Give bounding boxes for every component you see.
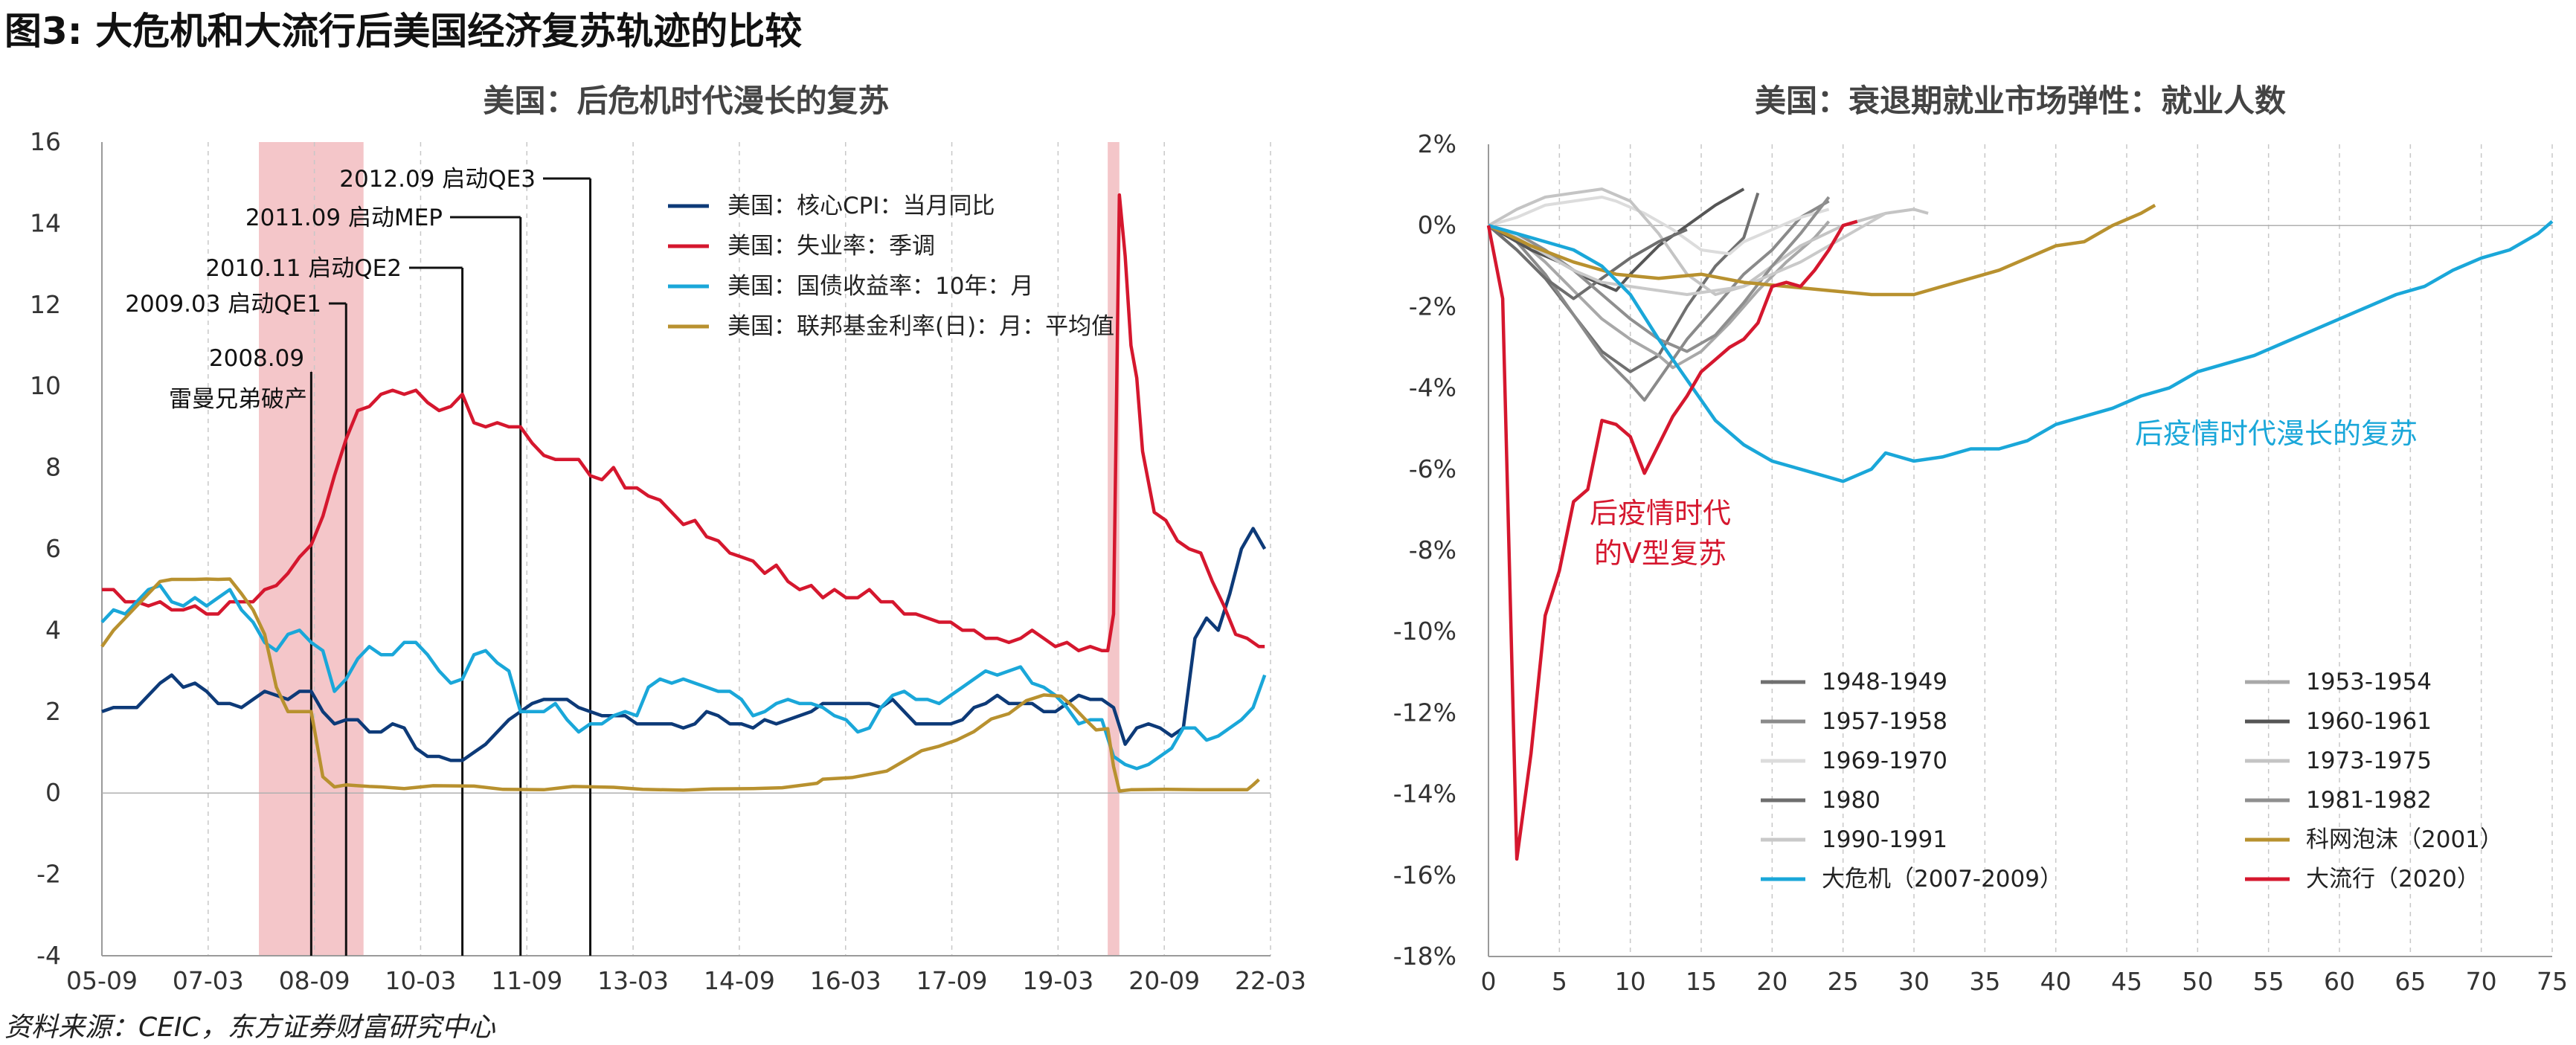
annotation-label: 2008.09 bbox=[209, 345, 304, 372]
annotation-label: 2010.11 启动QE2 bbox=[205, 255, 402, 282]
x-tick-label: 45 bbox=[2111, 967, 2142, 996]
x-tick-label: 75 bbox=[2537, 967, 2568, 996]
series-line bbox=[1487, 224, 1688, 300]
y-tick-label: -6% bbox=[1409, 454, 1456, 483]
y-tick-label: -12% bbox=[1393, 698, 1456, 727]
legend-label: 大流行（2020） bbox=[2306, 866, 2480, 893]
series-line bbox=[1488, 203, 2156, 297]
series-line bbox=[1488, 196, 1830, 256]
legend-label: 1953-1954 bbox=[2306, 669, 2432, 695]
y-tick-label: 16 bbox=[30, 127, 61, 156]
annotation-label: 2009.03 启动QE1 bbox=[125, 291, 321, 318]
x-tick-label: 30 bbox=[1898, 967, 1930, 996]
right-chart-title: 美国：衰退期就业市场弹性：就业人数 bbox=[1755, 83, 2286, 119]
x-tick-label: 19-03 bbox=[1022, 966, 1093, 995]
left-chart-title: 美国：后危机时代漫长的复苏 bbox=[483, 83, 889, 119]
annotation-label: 雷曼兄弟破产 bbox=[169, 386, 307, 413]
legend-label: 1969-1970 bbox=[1822, 747, 1947, 774]
y-tick-label: 10 bbox=[30, 371, 61, 400]
y-tick-label: -2 bbox=[36, 860, 61, 889]
y-tick-label: 6 bbox=[45, 534, 61, 563]
x-tick-label: 5 bbox=[1552, 967, 1567, 996]
series-line bbox=[1488, 199, 1830, 402]
annotation-label: 2012.09 启动QE3 bbox=[339, 166, 536, 193]
annotation-long-recovery: 后疫情时代漫长的复苏 bbox=[2135, 417, 2418, 450]
x-tick-label: 11-09 bbox=[491, 966, 562, 995]
y-tick-label: -4% bbox=[1409, 373, 1456, 402]
x-tick-label: 10 bbox=[1615, 967, 1646, 996]
legend-label: 美国：国债收益率：10年：月 bbox=[727, 273, 1033, 300]
x-tick-label: 08-09 bbox=[279, 966, 350, 995]
legend-label: 美国：联邦基金利率(日)：月：平均值 bbox=[727, 313, 1114, 340]
x-tick-label: 13-03 bbox=[597, 966, 669, 995]
y-tick-label: -14% bbox=[1393, 779, 1456, 808]
x-tick-label: 14-09 bbox=[704, 966, 775, 995]
legend-label: 美国：核心CPI：当月同比 bbox=[727, 193, 995, 219]
x-tick-label: 20 bbox=[1756, 967, 1788, 996]
series-line bbox=[101, 527, 1267, 762]
y-tick-label: 2 bbox=[45, 697, 61, 726]
series-line bbox=[100, 583, 1267, 771]
series-line bbox=[1488, 219, 2554, 483]
x-tick-label: 10-03 bbox=[385, 966, 457, 995]
right-chart: 美国：衰退期就业市场弹性：就业人数 0 5 10 15 20 25 30 35 40 45 50 55 6… bbox=[1393, 83, 2568, 996]
legend-label: 1980 bbox=[1822, 787, 1880, 814]
y-tick-label: -10% bbox=[1393, 617, 1456, 646]
annotation-v-recovery: 的V型复苏 bbox=[1594, 537, 1727, 570]
series-line bbox=[1488, 220, 1831, 370]
source-note: 资料来源：CEIC，东方证券财富研究中心 bbox=[4, 1012, 495, 1043]
x-tick-label: 65 bbox=[2394, 967, 2426, 996]
legend-label: 1981-1982 bbox=[2306, 787, 2432, 814]
x-tick-label: 25 bbox=[1828, 967, 1859, 996]
x-tick-label: 50 bbox=[2182, 967, 2213, 996]
y-tick-label: -18% bbox=[1393, 942, 1456, 971]
x-tick-label: 70 bbox=[2466, 967, 2497, 996]
x-tick-label: 07-03 bbox=[173, 966, 244, 995]
legend-label: 科网泡沫（2001） bbox=[2306, 826, 2503, 853]
y-tick-label: -2% bbox=[1409, 292, 1456, 321]
x-tick-label: 17-09 bbox=[916, 966, 988, 995]
y-tick-label: 12 bbox=[30, 290, 61, 319]
figure-title: 图3: 大危机和大流行后美国经济复苏轨迹的比较 bbox=[4, 10, 803, 53]
x-tick-label: 35 bbox=[1969, 967, 2000, 996]
y-tick-label: 14 bbox=[30, 208, 61, 237]
x-tick-label: 20-09 bbox=[1128, 966, 1200, 995]
series-line bbox=[100, 577, 1260, 793]
series-line bbox=[1488, 187, 1745, 292]
annotation-label: 2011.09 启动MEP bbox=[245, 205, 443, 231]
x-tick-label: 0 bbox=[1481, 967, 1497, 996]
y-tick-label: -16% bbox=[1393, 861, 1456, 890]
x-tick-label: 55 bbox=[2253, 967, 2284, 996]
x-tick-label: 22-03 bbox=[1235, 966, 1306, 995]
x-tick-label: 60 bbox=[2324, 967, 2355, 996]
series-line bbox=[1488, 187, 1929, 296]
y-tick-label: -4 bbox=[36, 941, 61, 970]
y-tick-label: 2% bbox=[1418, 129, 1456, 158]
legend-label: 1957-1958 bbox=[1822, 708, 1947, 735]
y-tick-label: 8 bbox=[45, 453, 61, 482]
legend-label: 1973-1975 bbox=[2306, 747, 2432, 774]
x-tick-label: 16-03 bbox=[810, 966, 881, 995]
series-line bbox=[1486, 219, 1858, 861]
y-tick-label: -8% bbox=[1409, 536, 1456, 565]
series-line bbox=[102, 193, 1265, 653]
y-tick-label: 0% bbox=[1418, 210, 1456, 239]
legend-label: 1960-1961 bbox=[2306, 708, 2432, 735]
annotation-v-recovery: 后疫情时代 bbox=[1590, 497, 1731, 530]
y-tick-label: 0 bbox=[45, 778, 61, 807]
x-tick-label: 05-09 bbox=[66, 966, 138, 995]
y-tick-label: 4 bbox=[45, 615, 61, 644]
x-tick-label: 40 bbox=[2040, 967, 2072, 996]
legend-label: 美国：失业率：季调 bbox=[727, 233, 935, 260]
series-line bbox=[1488, 212, 1886, 296]
legend-label: 1990-1991 bbox=[1822, 826, 1947, 853]
legend-label: 大危机（2007-2009） bbox=[1822, 866, 2063, 893]
x-tick-label: 15 bbox=[1686, 967, 1717, 996]
legend-label: 1948-1949 bbox=[1822, 669, 1947, 695]
left-chart: 美国：后危机时代漫长的复苏 05-09 07-03 08-09 10-03 11-09 13… bbox=[30, 83, 1306, 995]
